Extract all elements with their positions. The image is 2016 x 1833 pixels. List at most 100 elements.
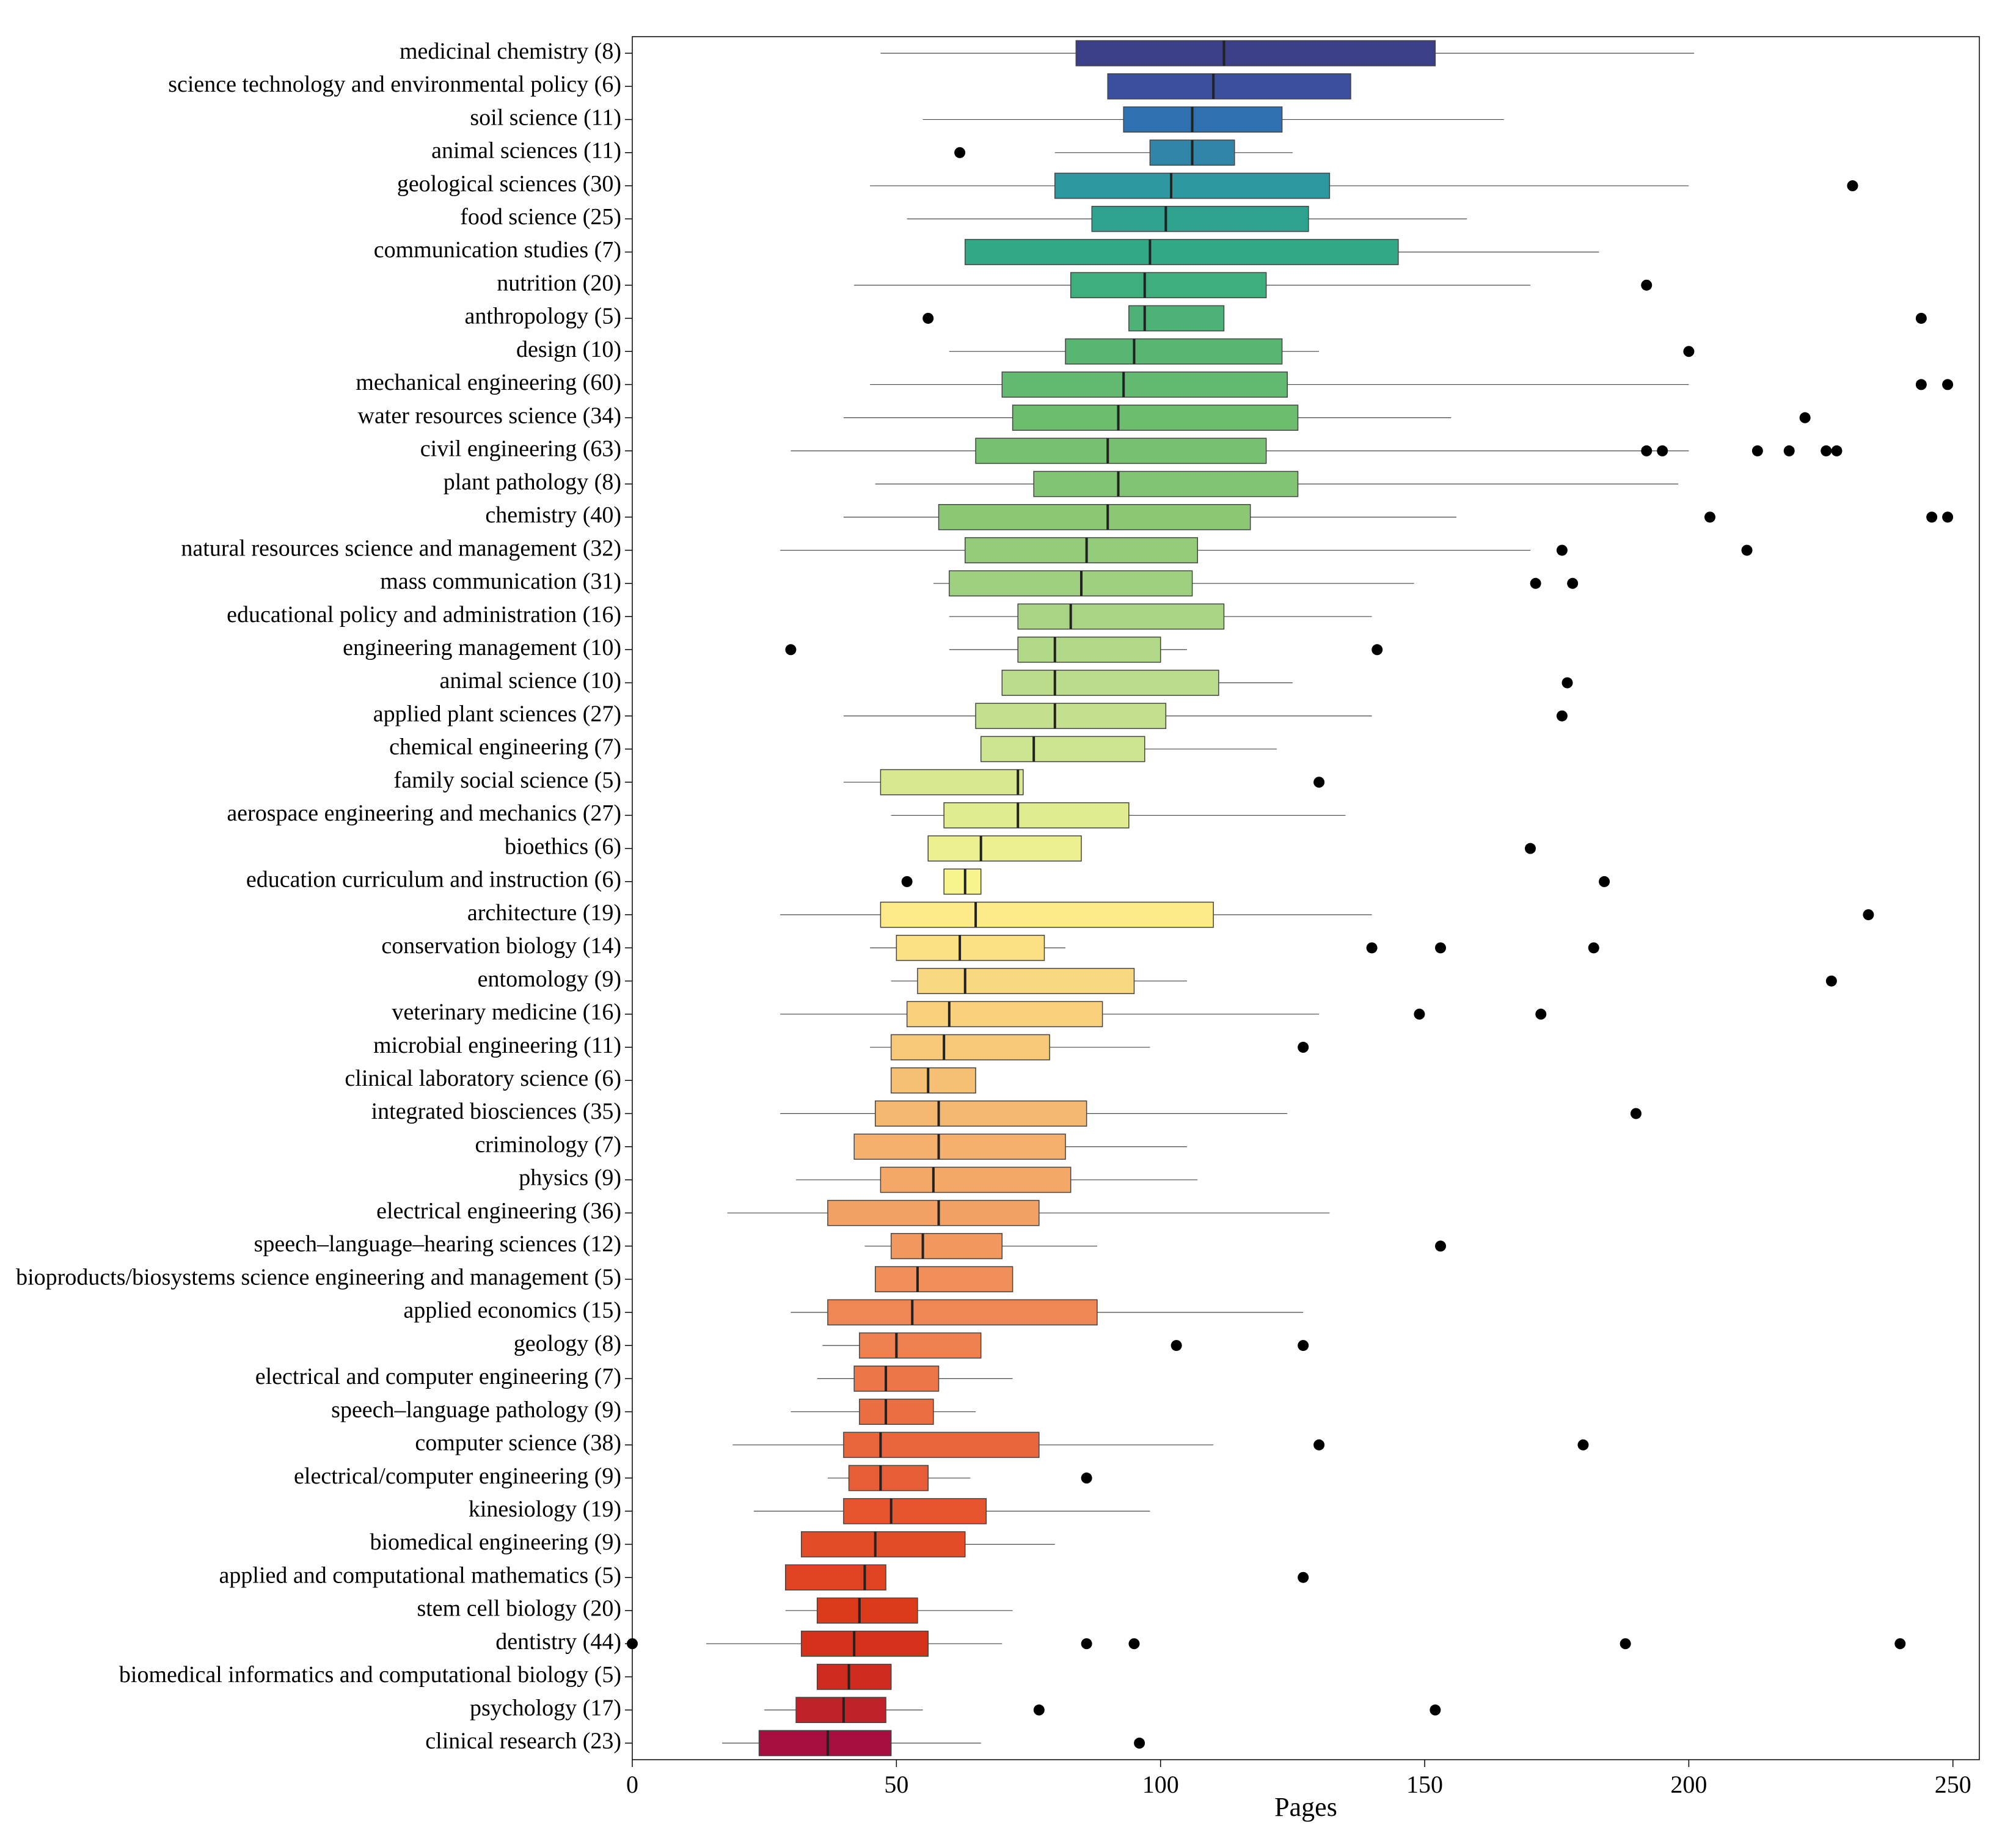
- x-tick-label: 100: [1142, 1771, 1179, 1798]
- box: [1018, 604, 1224, 629]
- outlier-point: [1620, 1638, 1631, 1649]
- category-label: electrical engineering (36): [376, 1198, 621, 1224]
- outlier-point: [1599, 876, 1610, 887]
- category-label: clinical research (23): [425, 1729, 621, 1754]
- box: [1071, 273, 1266, 298]
- box: [854, 1134, 1065, 1159]
- box: [817, 1598, 918, 1623]
- category-label: computer science (38): [415, 1430, 621, 1456]
- outlier-point: [1588, 942, 1599, 953]
- box: [844, 1499, 986, 1524]
- category-label: psychology (17): [470, 1695, 621, 1721]
- outlier-point: [1894, 1638, 1905, 1649]
- boxplot-row: [870, 1034, 1309, 1059]
- boxplot-row: [875, 1267, 1013, 1292]
- boxplot-row: [844, 505, 1953, 530]
- outlier-point: [1081, 1638, 1092, 1649]
- outlier-point: [1657, 445, 1668, 456]
- boxplot-row: [780, 1101, 1642, 1126]
- boxplot-row: [822, 1333, 1309, 1358]
- category-label: water resources science (34): [358, 403, 622, 428]
- box: [1002, 372, 1287, 397]
- category-label: integrated biosciences (35): [371, 1099, 621, 1124]
- category-label: nutrition (20): [497, 270, 621, 296]
- category-label: electrical/computer engineering (9): [294, 1463, 621, 1489]
- category-label: criminology (7): [475, 1132, 621, 1157]
- x-tick-label: 200: [1670, 1771, 1707, 1798]
- category-label: speech–language–hearing sciences (12): [254, 1231, 621, 1257]
- outlier-point: [1631, 1108, 1642, 1119]
- box: [891, 1234, 1003, 1259]
- outlier-point: [1577, 1440, 1588, 1451]
- boxplot-row: [954, 140, 1293, 165]
- boxplot-row: [949, 604, 1372, 629]
- x-tick-label: 150: [1406, 1771, 1443, 1798]
- boxplot-row: [786, 1598, 1013, 1623]
- category-label: chemistry (40): [485, 502, 621, 528]
- category-label: soil science (11): [470, 104, 621, 130]
- box: [875, 1267, 1013, 1292]
- outlier-point: [1784, 445, 1795, 456]
- box: [796, 1697, 886, 1722]
- boxplot-row: [796, 1167, 1197, 1192]
- boxplot-row: [880, 41, 1694, 66]
- boxplot-row: [817, 1366, 1013, 1391]
- outlier-point: [922, 313, 933, 324]
- box: [844, 1432, 1039, 1457]
- boxplot-row: [844, 405, 1811, 430]
- category-label: natural resources science and management…: [181, 535, 621, 561]
- boxplot-row: [785, 637, 1382, 662]
- box: [802, 1532, 965, 1557]
- outlier-point: [1081, 1473, 1092, 1484]
- outlier-point: [1742, 545, 1753, 556]
- boxplot-row: [854, 273, 1652, 298]
- box: [1076, 41, 1435, 66]
- outlier-point: [785, 644, 796, 655]
- boxplot-row: [891, 1068, 976, 1093]
- outlier-point: [1298, 1042, 1309, 1053]
- boxplot-row: [780, 538, 1752, 563]
- boxplot-row: [828, 1465, 1092, 1490]
- category-label: geology (8): [514, 1331, 621, 1356]
- outlier-point: [1641, 445, 1652, 456]
- outlier-point: [1414, 1009, 1425, 1020]
- category-label: communication studies (7): [374, 237, 621, 263]
- box: [828, 1201, 1039, 1226]
- boxplot-row: [854, 1134, 1187, 1159]
- box: [965, 240, 1398, 265]
- boxplot-row: [933, 571, 1578, 596]
- box: [817, 1664, 891, 1689]
- category-label: entomology (9): [478, 966, 621, 992]
- boxplot-row: [891, 968, 1837, 993]
- outlier-point: [1298, 1340, 1309, 1351]
- category-label: applied and computational mathematics (5…: [219, 1562, 621, 1588]
- outlier-point: [1562, 678, 1573, 689]
- outlier-point: [1313, 777, 1324, 788]
- box: [1055, 173, 1330, 198]
- category-label: microbial engineering (11): [373, 1033, 621, 1058]
- box: [860, 1399, 933, 1424]
- outlier-point: [1926, 511, 1937, 522]
- category-label: applied economics (15): [403, 1298, 621, 1323]
- boxplot-chart: 050100150200250Pagesmedicinal chemistry …: [0, 0, 2016, 1833]
- boxplot-row: [902, 869, 1610, 894]
- boxplot-row: [791, 1399, 976, 1424]
- plot-panel: [632, 37, 1979, 1760]
- boxplot-row: [817, 1664, 891, 1689]
- outlier-point: [1525, 843, 1536, 854]
- category-label: medicinal chemistry (8): [400, 38, 621, 64]
- boxplot-row: [728, 1201, 1330, 1226]
- box: [1123, 107, 1282, 132]
- outlier-point: [1313, 1440, 1324, 1451]
- outlier-point: [1683, 346, 1694, 357]
- box: [875, 1101, 1087, 1126]
- category-label: conservation biology (14): [381, 933, 621, 959]
- outlier-point: [1826, 976, 1837, 987]
- box: [1108, 74, 1351, 99]
- box: [786, 1565, 886, 1590]
- box: [802, 1631, 929, 1656]
- outlier-point: [1916, 379, 1927, 390]
- outlier-point: [1863, 909, 1874, 920]
- category-label: dentistry (44): [495, 1629, 621, 1655]
- category-label: family social science (5): [394, 767, 621, 793]
